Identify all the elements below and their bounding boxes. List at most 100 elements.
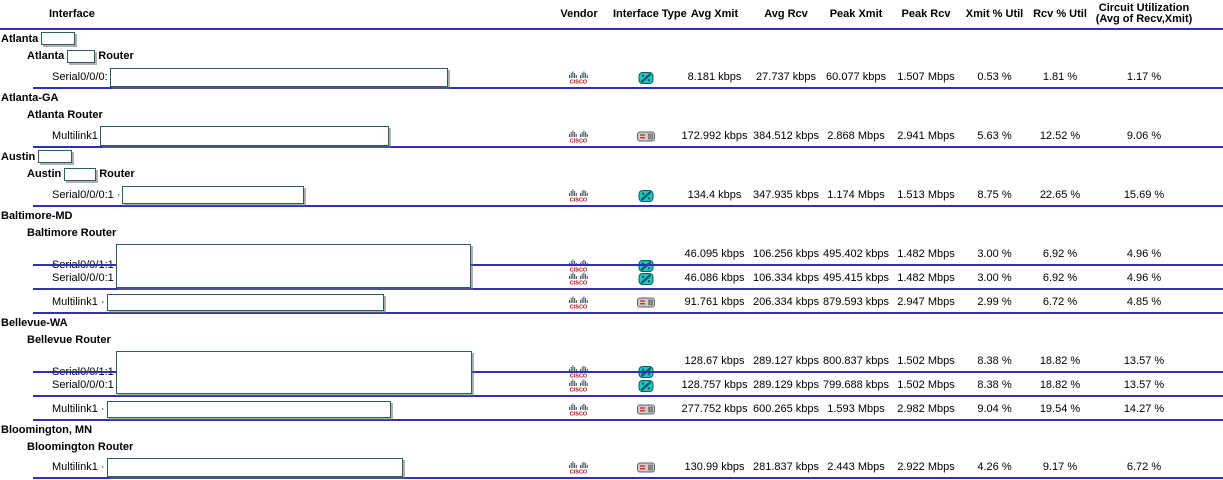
xmit-util-cell: 8.75 %	[977, 189, 1012, 201]
vendor-cell	[545, 65, 613, 89]
router-node-austin: Austin Router	[27, 167, 135, 181]
rcv-util-cell: 6.72 %	[1042, 296, 1078, 308]
avg-rcv-cell: 384.512 kbps	[752, 130, 820, 142]
peak-rcv-cell: 2.947 Mbps	[897, 296, 955, 308]
avg-rcv-cell: 289.127 kbps	[752, 355, 820, 367]
column-header-xmit-util: Xmit % Util	[965, 8, 1024, 20]
interface-row: Serial0/0/0: 8.181 kbps 27.737 kbps 60.0…	[0, 65, 1223, 89]
peak-rcv-cell: 1.507 Mbps	[897, 71, 955, 83]
interface-row: Multilink1 172.992 kbps 384.512 kbps 2.8…	[0, 124, 1223, 148]
avg-xmit-cell: 46.086 kbps	[684, 272, 745, 284]
cisco-logo-icon	[569, 130, 588, 143]
group-header-bloomington-mn: Bloomington, MN	[1, 423, 93, 436]
interface-label: Serial0/0/0:1 ·	[52, 189, 121, 201]
peak-xmit-cell: 495.402 kbps	[822, 248, 890, 260]
interface-row: Serial0/0/0:1 128.757 kbps 289.129 kbps …	[0, 373, 1223, 397]
group-header-baltimore-md: Baltimore-MD	[1, 209, 73, 222]
serial-interface-icon	[637, 188, 654, 203]
redaction-box	[115, 244, 471, 288]
vendor-cell	[545, 290, 613, 314]
interface-type-cell	[613, 183, 678, 207]
column-header-interface: Interface	[49, 8, 95, 20]
xmit-util-cell: 9.04 %	[977, 403, 1012, 415]
interface-row: Serial0/0/1:1 128.67 kbps 289.127 kbps 8…	[0, 349, 1223, 394]
column-header-peak-rcv: Peak Rcv	[901, 8, 951, 20]
avg-xmit-cell: 46.095 kbps	[684, 248, 745, 260]
redaction-box	[115, 351, 472, 394]
interface-label: Multilink1	[52, 130, 98, 142]
avg-xmit-cell: 91.761 kbps	[684, 296, 745, 308]
circuit-util-cell: 4.96 %	[1126, 272, 1162, 284]
group-header-atlanta: Atlanta	[0, 30, 1223, 47]
group-header-austin: Austin	[0, 148, 1223, 165]
cisco-logo-icon	[569, 403, 588, 416]
rcv-util-cell: 1.81 %	[1042, 71, 1078, 83]
vendor-cell	[545, 373, 613, 397]
peak-xmit-cell: 60.077 kbps	[826, 71, 886, 83]
vendor-cell	[545, 397, 613, 421]
interface-row: Serial0/0/0:1 46.086 kbps 106.334 kbps 4…	[0, 266, 1223, 290]
peak-xmit-cell: 799.688 kbps	[822, 379, 890, 391]
xmit-util-cell: 8.38 %	[977, 379, 1012, 391]
avg-rcv-cell: 347.935 kbps	[752, 189, 820, 201]
router-node-bloomington: Bloomington Router	[27, 440, 134, 453]
peak-rcv-cell: 2.941 Mbps	[897, 130, 955, 142]
redaction-box	[38, 150, 73, 163]
cisco-logo-icon	[569, 189, 588, 202]
vendor-cell	[545, 183, 613, 207]
redaction-box	[64, 167, 97, 181]
group-header-bellevue-wa: Bellevue-WA	[1, 316, 68, 329]
avg-rcv-cell: 281.837 kbps	[752, 461, 820, 473]
peak-rcv-cell: 2.922 Mbps	[897, 461, 955, 473]
router-node-bellevue: Bellevue Router	[27, 334, 111, 346]
interface-type-cell	[613, 65, 678, 89]
redaction-box	[41, 32, 76, 45]
interface-label: Multilink1 ·	[52, 461, 105, 473]
interface-label: Serial0/0/0:1	[52, 272, 114, 284]
column-header-rcv-util: Rcv % Util	[1033, 8, 1087, 20]
cisco-logo-icon	[569, 272, 588, 285]
interface-type-cell	[613, 290, 678, 314]
avg-xmit-cell: 134.4 kbps	[687, 189, 742, 201]
interface-row: Serial0/0/0:1 · 134.4 kbps 347.935 kbps …	[0, 183, 1223, 207]
group-header-atlanta-ga: Atlanta-GA	[1, 91, 59, 104]
xmit-util-cell: 8.38 %	[977, 355, 1012, 367]
peak-xmit-cell: 495.415 kbps	[822, 272, 890, 284]
avg-rcv-cell: 289.129 kbps	[752, 379, 820, 391]
cisco-logo-icon	[569, 461, 588, 474]
peak-rcv-cell: 1.482 Mbps	[897, 248, 955, 260]
redaction-box	[106, 400, 391, 418]
rcv-util-cell: 9.17 %	[1042, 461, 1078, 473]
multilink-interface-icon	[636, 131, 655, 141]
multilink-interface-icon	[636, 462, 655, 472]
xmit-util-cell: 4.26 %	[977, 461, 1012, 473]
circuit-util-cell: 6.72 %	[1126, 461, 1162, 473]
avg-rcv-cell: 600.265 kbps	[752, 403, 820, 415]
vendor-cell	[545, 455, 613, 479]
column-header-avg-rcv: Avg Rcv	[764, 8, 808, 20]
rcv-util-cell: 6.92 %	[1042, 248, 1078, 260]
cisco-logo-icon	[569, 379, 588, 392]
interface-label: Serial0/0/0:1	[52, 379, 114, 391]
avg-xmit-cell: 277.752 kbps	[681, 403, 748, 415]
redaction-box	[67, 49, 96, 63]
column-header-peak-xmit: Peak Xmit	[829, 8, 883, 20]
rcv-util-cell: 18.82 %	[1039, 355, 1081, 367]
cisco-logo-icon	[569, 296, 588, 309]
peak-xmit-cell: 1.593 Mbps	[827, 403, 885, 415]
rcv-util-cell: 12.52 %	[1039, 130, 1081, 142]
cisco-logo-icon	[569, 71, 588, 84]
peak-xmit-cell: 2.443 Mbps	[827, 461, 885, 473]
interface-type-cell	[613, 124, 678, 148]
avg-xmit-cell: 128.757 kbps	[681, 379, 748, 391]
peak-rcv-cell: 2.982 Mbps	[897, 403, 955, 415]
interface-label: Serial0/0/0:	[52, 71, 108, 83]
interface-row: Multilink1 · 91.761 kbps 206.334 kbps 87…	[0, 290, 1223, 314]
xmit-util-cell: 0.53 %	[977, 71, 1012, 83]
peak-rcv-cell: 1.502 Mbps	[897, 379, 955, 391]
avg-rcv-cell: 106.334 kbps	[752, 272, 820, 284]
circuit-util-cell: 15.69 %	[1123, 189, 1165, 201]
column-header-circuit-utilization: Circuit Utilization (Avg of Recv,Xmit)	[1095, 2, 1193, 25]
xmit-util-cell: 3.00 %	[977, 248, 1012, 260]
rcv-util-cell: 19.54 %	[1039, 403, 1081, 415]
